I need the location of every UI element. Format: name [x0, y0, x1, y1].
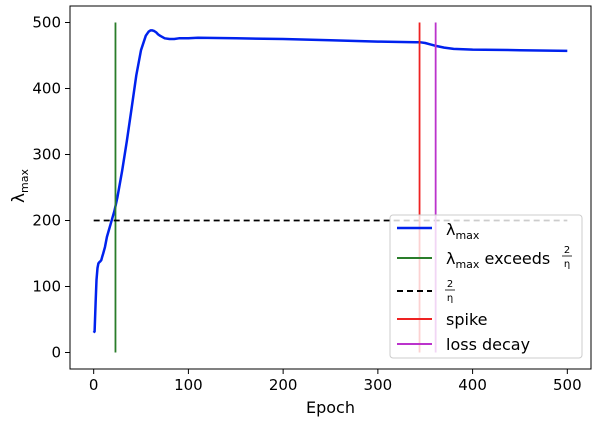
plot-frame	[69, 5, 592, 370]
axes: 0 100 200 300 400 500 0 100 200 300 400 500	[32, 5, 592, 394]
x-tick-label: 0	[89, 376, 99, 394]
legend-frac-den-threshold: η	[447, 293, 453, 304]
y-axis-label-sub: max	[18, 168, 31, 192]
y-axis-label-main: λ	[9, 193, 29, 203]
x-tick-label: 300	[364, 376, 393, 394]
legend: λmax λmax exceeds 2 η 2 η spike loss dec…	[389, 214, 583, 359]
x-tick-label: 500	[553, 376, 582, 394]
y-tick-label: 0	[51, 344, 61, 362]
y-tick-label: 100	[32, 278, 61, 296]
x-axis-label: Epoch	[306, 398, 355, 417]
y-axis-label: λmax	[9, 168, 31, 203]
legend-frame	[389, 214, 583, 359]
legend-label-spike: spike	[446, 310, 487, 329]
y-tick-label: 500	[32, 14, 61, 32]
legend-label-exceeds: λmax exceeds	[446, 249, 550, 271]
legend-frac-num-threshold: 2	[447, 279, 453, 290]
legend-label-lambda-max: λmax	[446, 220, 480, 242]
legend-frac-den-exceeds: η	[564, 259, 570, 270]
x-tick-label: 200	[269, 376, 298, 394]
line-lambda-max	[92, 29, 568, 334]
y-tick-label: 200	[32, 212, 61, 230]
x-tick-label: 100	[174, 376, 203, 394]
x-tick-label: 400	[458, 376, 487, 394]
y-tick-label: 300	[32, 146, 61, 164]
legend-frac-num-exceeds: 2	[564, 245, 570, 256]
y-tick-label: 400	[32, 80, 61, 98]
legend-label-loss-decay: loss decay	[446, 335, 530, 354]
